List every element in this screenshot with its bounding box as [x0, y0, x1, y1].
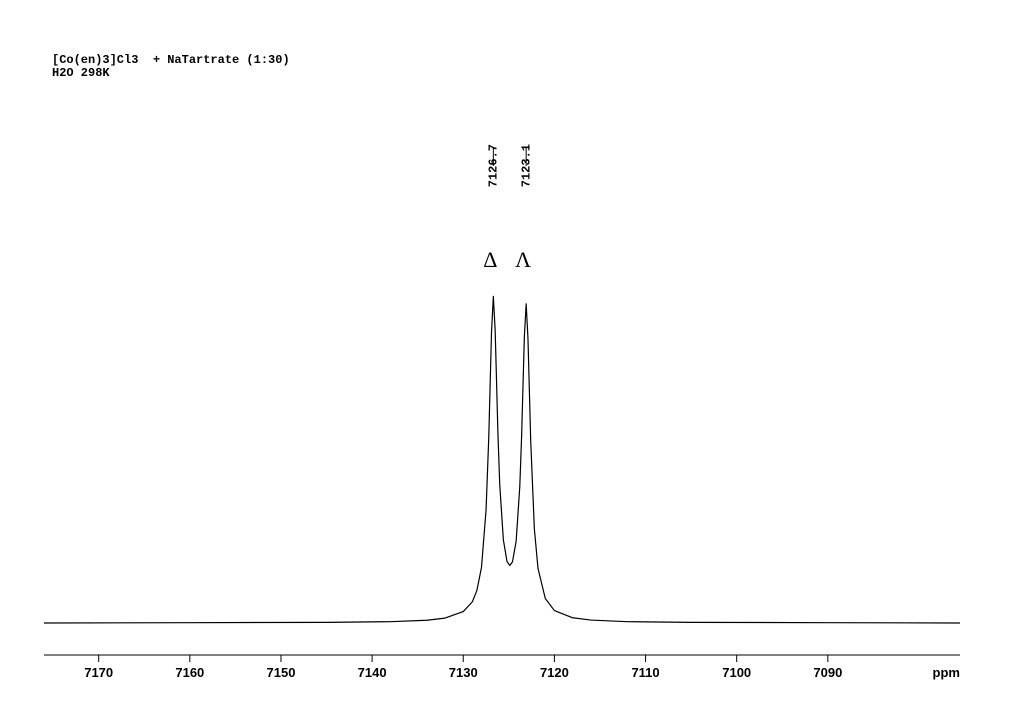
peak-label: 7126.7	[487, 144, 501, 187]
x-tick-label: 7140	[358, 665, 387, 680]
x-tick-label: 7120	[540, 665, 569, 680]
peak-label: 7123.1	[519, 144, 533, 187]
x-tick-label: 7160	[175, 665, 204, 680]
x-tick-label: 7110	[631, 665, 659, 680]
spectrum-line	[43, 295, 961, 624]
chart-title: [Co(en)3]Cl3 + NaTartrate (1:30)	[52, 53, 290, 67]
peak-annotation: Δ	[483, 247, 497, 272]
x-tick-label: 7090	[813, 665, 842, 680]
x-tick-label: 7150	[267, 665, 296, 680]
chart-subtitle: H2O 298K	[52, 66, 110, 80]
x-axis-label: ppm	[933, 665, 960, 680]
x-tick-label: 7100	[722, 665, 751, 680]
x-tick-label: 7130	[449, 665, 478, 680]
peak-annotation: Λ	[515, 247, 531, 272]
x-tick-label: 7170	[84, 665, 113, 680]
